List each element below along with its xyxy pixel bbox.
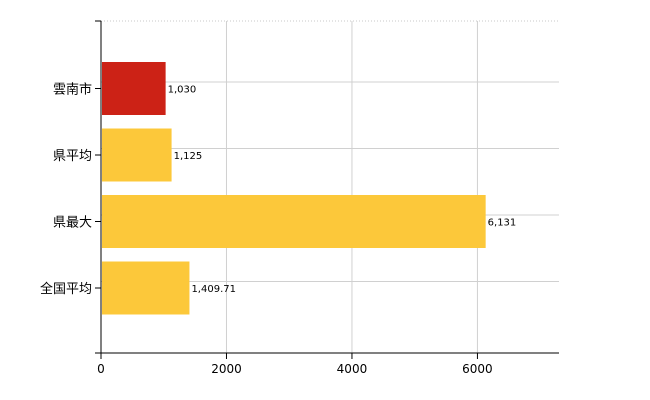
data-label: 6,131 bbox=[488, 218, 517, 229]
x-tick-label: 4000 bbox=[337, 362, 368, 376]
category-label: 全国平均 bbox=[40, 281, 92, 297]
axes bbox=[95, 20, 559, 359]
bars bbox=[102, 62, 486, 315]
data-label: 1,125 bbox=[174, 151, 203, 162]
data-label: 1,030 bbox=[168, 85, 197, 96]
bar bbox=[102, 62, 166, 115]
x-tick-label: 6000 bbox=[462, 362, 493, 376]
category-label: 雲南市 bbox=[53, 82, 92, 98]
bar bbox=[102, 261, 190, 315]
bar bbox=[102, 128, 172, 182]
category-label: 県平均 bbox=[53, 149, 92, 164]
bar bbox=[102, 195, 486, 248]
category-label: 県最大 bbox=[53, 216, 92, 231]
data-label: 1,409.71 bbox=[191, 284, 236, 295]
x-tick-label: 2000 bbox=[211, 362, 242, 376]
x-tick-label: 0 bbox=[97, 362, 105, 376]
